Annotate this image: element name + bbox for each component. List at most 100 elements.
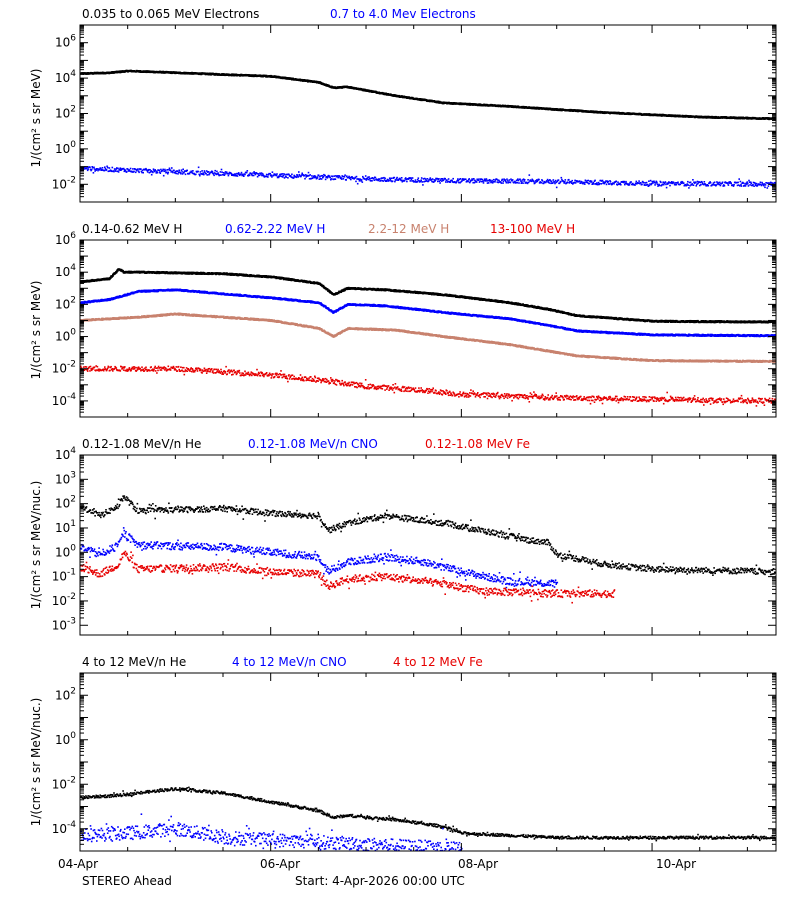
data-point: [761, 181, 763, 184]
data-point: [535, 179, 538, 181]
data-point: [421, 181, 424, 183]
data-point: [261, 174, 263, 177]
data-point: [202, 172, 204, 174]
data-point: [471, 179, 474, 181]
data-point: [664, 181, 667, 183]
data-point: [763, 184, 765, 187]
data-point: [219, 171, 222, 173]
data-point: [474, 179, 476, 182]
data-point: [100, 167, 102, 170]
data-point: [457, 178, 459, 180]
data-point: [437, 180, 439, 183]
data-point: [205, 170, 208, 172]
data-point: [407, 178, 410, 180]
data-point: [321, 174, 323, 177]
data-point: [572, 183, 574, 185]
data-point: [351, 176, 353, 178]
data-point: [167, 172, 169, 175]
data-point: [459, 178, 462, 180]
data-point: [283, 177, 286, 179]
data-point: [491, 182, 494, 184]
data-point: [181, 171, 183, 173]
legend-fe-high: 4 to 12 MeV Fe: [393, 655, 483, 669]
data-point: [748, 179, 750, 182]
data-point: [692, 184, 695, 186]
data-point: [203, 170, 206, 172]
data-point: [719, 184, 722, 187]
data-point: [755, 182, 758, 185]
data-point: [696, 180, 699, 183]
data-point: [549, 180, 552, 182]
data-point: [665, 186, 668, 189]
data-point: [644, 184, 646, 186]
data-point: [233, 173, 236, 175]
data-point: [309, 174, 311, 176]
data-point: [288, 173, 290, 176]
data-point: [116, 170, 119, 173]
data-point: [592, 181, 595, 184]
data-point: [126, 168, 129, 170]
legend-h-22: 2.2-12 MeV H: [368, 222, 449, 236]
data-point: [480, 178, 482, 180]
data-point: [308, 178, 311, 180]
data-point: [689, 181, 692, 184]
data-point: [140, 170, 143, 173]
data-point: [93, 166, 95, 169]
data-point: [155, 172, 158, 174]
data-point: [763, 183, 766, 185]
data-point: [680, 182, 683, 184]
data-point: [536, 180, 539, 183]
data-point: [630, 181, 632, 183]
data-point: [594, 179, 596, 182]
data-point: [166, 169, 168, 171]
data-point: [755, 184, 757, 187]
data-point: [489, 180, 492, 182]
data-point: [687, 180, 689, 183]
data-point: [740, 183, 742, 186]
data-point: [114, 170, 117, 172]
data-point: [387, 179, 389, 181]
data-point: [699, 181, 702, 184]
data-point: [667, 182, 670, 184]
data-point: [149, 169, 151, 171]
data-point: [681, 181, 684, 183]
legend-he-low: 0.12-1.08 MeV/n He: [82, 437, 201, 451]
data-point: [386, 180, 388, 182]
data-point: [113, 168, 116, 170]
data-point: [308, 174, 310, 177]
data-point: [717, 181, 719, 184]
data-point: [568, 178, 570, 181]
data-point: [721, 182, 723, 184]
data-point: [411, 180, 413, 182]
data-point: [212, 173, 215, 175]
data-point: [364, 178, 366, 180]
data-point: [518, 182, 520, 184]
data-point: [175, 172, 178, 175]
data-point: [722, 185, 724, 187]
data-point: [180, 169, 183, 171]
data-point: [462, 178, 464, 180]
data-point: [164, 170, 167, 172]
data-point: [148, 168, 150, 171]
data-point: [364, 175, 367, 177]
x-tick-label: 06-Apr: [260, 857, 300, 871]
data-point: [172, 171, 174, 174]
data-point: [241, 173, 244, 176]
data-point: [98, 169, 101, 171]
series-black-points: [80, 268, 776, 324]
data-point: [134, 171, 137, 174]
data-point: [556, 180, 559, 183]
data-point: [704, 183, 707, 186]
data-point: [280, 175, 283, 178]
data-point: [222, 174, 224, 176]
data-point: [388, 177, 391, 179]
data-point: [395, 179, 397, 181]
panel-4-legend: 4 to 12 MeV/n He 4 to 12 MeV/n CNO 4 to …: [82, 655, 483, 669]
data-point: [712, 182, 715, 184]
data-point: [647, 185, 650, 187]
data-point: [297, 176, 299, 178]
data-point: [142, 171, 144, 174]
data-point: [393, 176, 396, 179]
data-point: [422, 184, 424, 186]
data-point: [281, 173, 283, 175]
